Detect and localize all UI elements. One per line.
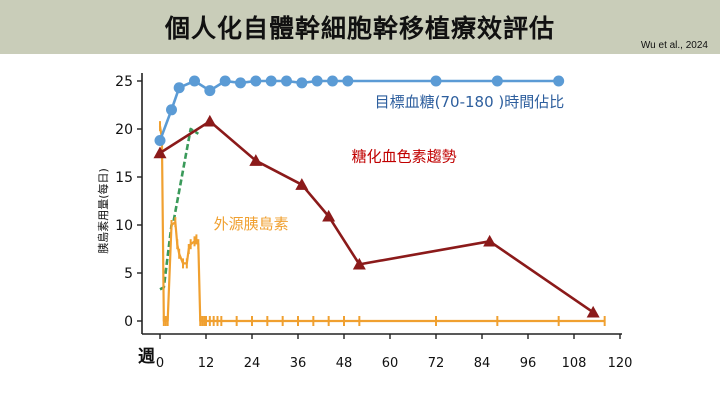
x-tick-label: 12 [198, 356, 215, 371]
citation: Wu et al., 2024 [640, 40, 708, 51]
slide-title: 個人化自體幹細胞幹移植療效評估 [164, 14, 555, 43]
series-group [158, 121, 606, 326]
x-tick-label: 48 [336, 356, 353, 371]
x-tick-label: 72 [428, 356, 445, 371]
x-tick-label: 36 [290, 356, 307, 371]
data-point [483, 234, 497, 247]
data-point [352, 257, 366, 270]
data-point [327, 75, 338, 87]
x-tick-label: 0 [156, 356, 164, 371]
data-point [295, 178, 309, 190]
y-axis-label: 胰島素用量(每日) [96, 168, 110, 254]
series-group [159, 127, 200, 291]
data-point [265, 75, 277, 87]
series-annotation: 外源胰島素 [214, 215, 289, 233]
x-tick-label: 96 [520, 356, 537, 371]
x-axis-label: 週 [138, 347, 155, 367]
series-annotation: 目標血糖(70-180 )時間佔比 [375, 93, 565, 111]
data-point [235, 77, 246, 89]
data-point [166, 104, 177, 116]
chart-series-layer [153, 75, 606, 326]
data-point [203, 114, 217, 127]
series-line [159, 120, 594, 314]
x-tick-label: 60 [382, 356, 399, 371]
data-point [154, 135, 166, 147]
y-tick-label: 0 [124, 314, 133, 330]
data-point [153, 146, 167, 159]
series-annotation: 糖化血色素趨勢 [352, 148, 457, 166]
chart-axes: 0 5 10 15 20 25 0 12 24 36 48 60 72 84 96 108 120 [115, 73, 632, 371]
y-tick-label: 10 [115, 218, 133, 234]
y-tick-label: 15 [115, 170, 133, 186]
x-tick-label: 108 [562, 356, 587, 371]
data-point [281, 75, 292, 87]
data-point [249, 154, 263, 166]
data-point [311, 75, 323, 87]
data-point [553, 75, 565, 87]
series-line [159, 127, 200, 291]
data-point [586, 305, 600, 318]
y-tick-label: 25 [115, 74, 133, 90]
x-tick-label: 84 [474, 356, 491, 371]
y-tick-label: 20 [115, 122, 133, 138]
series-group [154, 75, 565, 147]
data-point [322, 209, 336, 222]
x-tick-label: 120 [608, 356, 633, 371]
data-point [173, 82, 185, 94]
x-tick-label: 24 [244, 356, 261, 371]
data-point [491, 75, 503, 87]
data-point [342, 75, 354, 87]
data-point [219, 75, 231, 87]
series-group [153, 114, 600, 318]
data-point [204, 85, 216, 97]
data-point [250, 75, 262, 87]
data-point [189, 75, 200, 87]
data-point [430, 75, 442, 87]
data-point [296, 77, 308, 89]
title-bar: 個人化自體幹細胞幹移植療效評估 [0, 0, 720, 54]
y-tick-label: 5 [124, 266, 133, 282]
